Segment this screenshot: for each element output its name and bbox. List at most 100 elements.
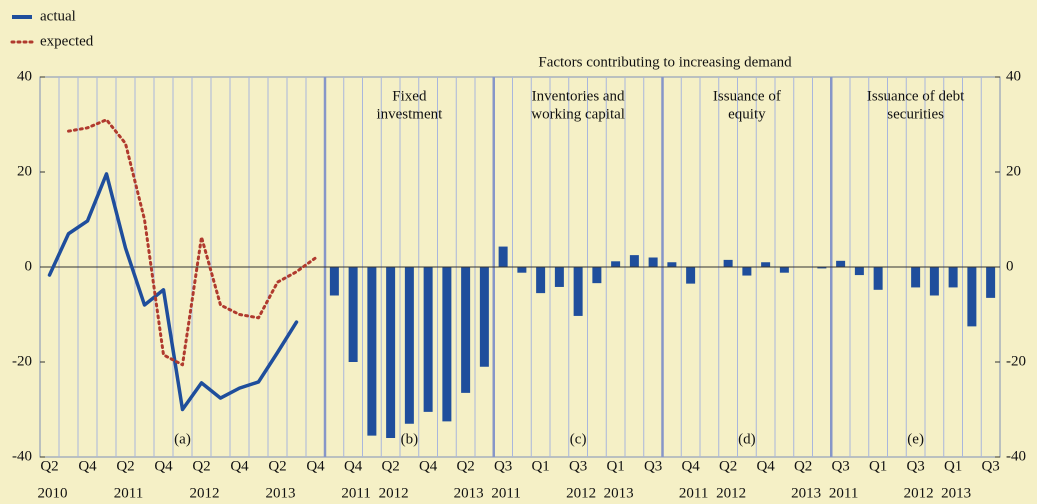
line-series <box>47 172 299 412</box>
bar <box>817 267 827 269</box>
x-tick-label: Q3 <box>644 458 662 474</box>
x-year-label: 2013 <box>791 485 821 501</box>
bar <box>911 267 921 288</box>
bar <box>573 267 583 316</box>
y-tick-label: -20 <box>12 353 32 369</box>
x-year-label: 2011 <box>341 485 370 501</box>
x-year-label: 2012 <box>716 485 746 501</box>
panel-annotation: (d) <box>738 431 756 447</box>
x-year-label: 2011 <box>491 485 520 501</box>
x-tick-label: Q4 <box>230 458 249 474</box>
x-year-label: 2012 <box>379 485 409 501</box>
x-year-label: 2012 <box>566 485 596 501</box>
x-year-label: 2012 <box>904 485 934 501</box>
x-year-label: 2013 <box>941 485 971 501</box>
panel-title: Inventories and <box>532 88 625 104</box>
bar <box>648 257 658 267</box>
y2-tick-label: -20 <box>1006 353 1026 369</box>
y2-tick-label: 20 <box>1006 163 1021 179</box>
x-year-label: 2013 <box>266 485 296 501</box>
panel-title: Issuance of debt <box>867 88 965 104</box>
bar <box>386 267 396 438</box>
y-tick-label: 20 <box>17 163 32 179</box>
bar <box>517 267 527 273</box>
x-year-label: 2012 <box>190 485 220 501</box>
x-tick-label: Q3 <box>569 458 587 474</box>
x-tick-label: Q4 <box>419 458 438 474</box>
x-tick-label: Q4 <box>681 458 700 474</box>
bar <box>761 262 771 267</box>
y2-tick-label: 0 <box>1006 258 1014 274</box>
bar <box>986 267 996 298</box>
panel-title: investment <box>376 106 443 122</box>
panel-title: working capital <box>531 106 625 122</box>
x-tick-label: Q2 <box>456 458 474 474</box>
y-tick-label: 0 <box>25 258 33 274</box>
panel-annotation: (c) <box>570 431 587 447</box>
x-tick-label: Q2 <box>719 458 737 474</box>
bar <box>498 246 508 267</box>
bar <box>329 267 339 296</box>
x-tick-label: Q4 <box>756 458 775 474</box>
bar <box>442 267 452 422</box>
x-year-label: 2011 <box>679 485 708 501</box>
x-tick-label: Q1 <box>944 458 962 474</box>
bar <box>592 267 602 284</box>
line-series <box>67 118 317 367</box>
bar <box>667 262 677 267</box>
x-tick-label: Q3 <box>981 458 999 474</box>
bar <box>836 260 846 267</box>
legend-label: actual <box>40 8 76 24</box>
x-tick-label: Q2 <box>192 458 210 474</box>
x-tick-label: Q2 <box>268 458 286 474</box>
panel-annotation: (e) <box>907 431 924 447</box>
bar <box>854 267 864 276</box>
y2-tick-label: 40 <box>1006 68 1021 84</box>
x-year-label: 2013 <box>604 485 634 501</box>
x-tick-label: Q2 <box>381 458 399 474</box>
x-tick-label: Q4 <box>344 458 363 474</box>
bar <box>967 267 977 327</box>
heading: Factors contributing to increasing deman… <box>538 54 792 70</box>
panel-title: Fixed <box>392 88 427 104</box>
x-tick-label: Q4 <box>306 458 325 474</box>
bar <box>611 261 621 267</box>
panel-title: securities <box>887 106 944 122</box>
x-tick-label: Q2 <box>116 458 134 474</box>
x-year-label: 2011 <box>829 485 858 501</box>
x-tick-label: Q3 <box>494 458 512 474</box>
x-tick-label: Q1 <box>531 458 549 474</box>
y-tick-label: 40 <box>17 68 32 84</box>
bar <box>554 267 564 287</box>
x-tick-label: Q3 <box>906 458 924 474</box>
bar <box>686 267 696 284</box>
panel-title: equity <box>728 106 766 122</box>
bar <box>404 267 414 424</box>
panel-title: Issuance of <box>713 88 781 104</box>
bar <box>948 267 958 288</box>
x-year-label: 2010 <box>38 485 68 501</box>
x-tick-label: Q4 <box>78 458 97 474</box>
bar <box>873 267 883 290</box>
y2-tick-label: -40 <box>1006 448 1026 464</box>
bar <box>479 267 489 367</box>
bar <box>629 255 639 267</box>
x-tick-label: Q1 <box>869 458 887 474</box>
bar <box>348 267 358 362</box>
x-tick-label: Q4 <box>154 458 173 474</box>
bar <box>423 267 433 412</box>
bar <box>929 267 939 296</box>
x-year-label: 2011 <box>114 485 143 501</box>
x-tick-label: Q2 <box>794 458 812 474</box>
panel-annotation: (b) <box>401 431 419 447</box>
x-tick-label: Q1 <box>606 458 624 474</box>
legend-label: expected <box>40 33 94 49</box>
bar <box>367 267 377 436</box>
bar <box>779 267 789 273</box>
bar <box>536 267 546 294</box>
x-tick-label: Q3 <box>831 458 849 474</box>
y-tick-label: -40 <box>12 448 32 464</box>
bar <box>742 267 752 276</box>
x-tick-label: Q2 <box>40 458 58 474</box>
